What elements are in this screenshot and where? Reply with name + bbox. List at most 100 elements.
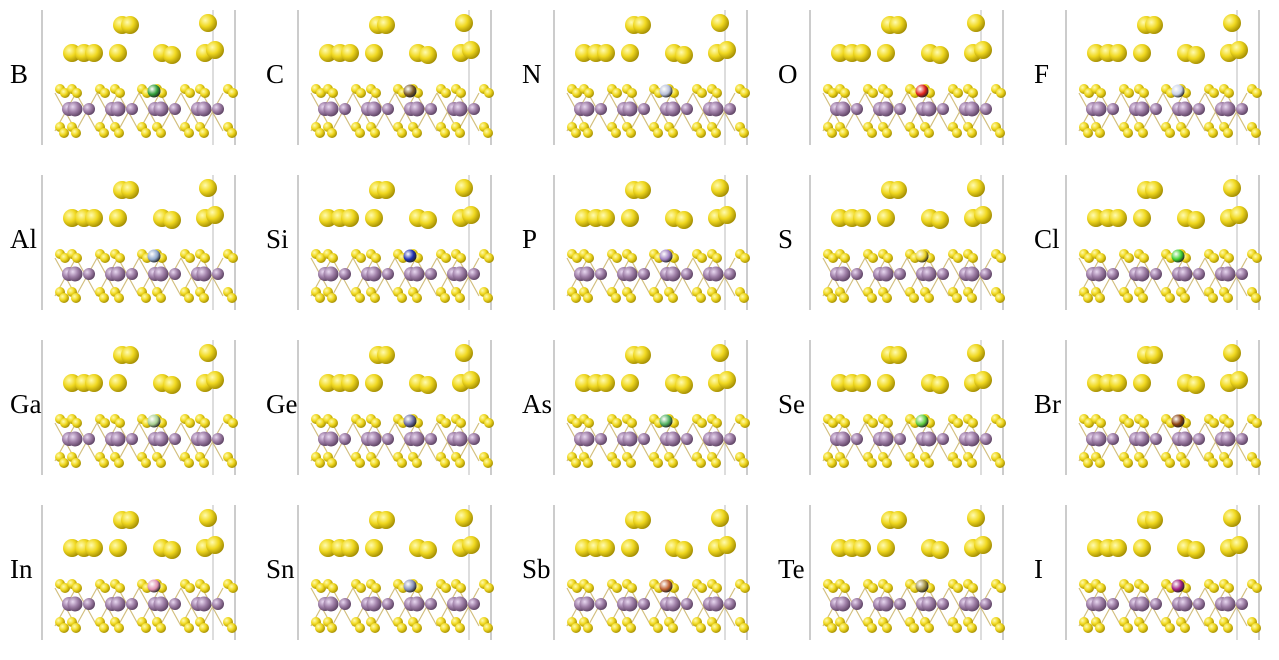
s-atom — [1124, 253, 1134, 263]
sulfur-atom — [1230, 536, 1248, 554]
sulfur-atom — [967, 14, 985, 32]
s-atom — [1251, 293, 1261, 303]
s-atom — [924, 293, 934, 303]
mo-atom — [623, 102, 638, 117]
s-atom — [200, 418, 210, 428]
sulfur-atom — [1145, 511, 1163, 529]
element-label: Ge — [266, 389, 297, 419]
s-atom — [1208, 623, 1218, 633]
mo-atom — [324, 102, 339, 117]
s-atom — [1180, 293, 1190, 303]
sulfur-atom — [621, 44, 639, 62]
mo-atom — [324, 267, 339, 282]
s-atom — [440, 128, 450, 138]
mo-atom — [367, 267, 382, 282]
s-atom — [697, 88, 707, 98]
s-atom — [612, 418, 622, 428]
mo-atom — [836, 267, 851, 282]
s-atom — [1165, 623, 1175, 633]
sulfur-atom — [675, 376, 693, 394]
sulfur-atom — [199, 179, 217, 197]
s-atom — [882, 293, 892, 303]
s-atom — [185, 418, 195, 428]
panel: Sn — [266, 505, 494, 640]
s-atom — [100, 253, 110, 263]
s-atom — [668, 128, 678, 138]
s-atom — [1096, 88, 1106, 98]
sulfur-atom — [341, 539, 359, 557]
sulfur-atom — [341, 44, 359, 62]
s-atom — [315, 128, 325, 138]
sulfur-atom — [206, 206, 224, 224]
s-atom — [328, 253, 338, 263]
mo-atom — [1236, 103, 1248, 115]
s-atom — [115, 253, 125, 263]
mo-atom — [595, 268, 607, 280]
sulfur-atom — [675, 541, 693, 559]
s-atom — [115, 583, 125, 593]
s-atom — [909, 293, 919, 303]
mo-atom — [1107, 268, 1119, 280]
s-atom — [327, 293, 337, 303]
sulfur-atom — [718, 41, 736, 59]
sulfur-atom — [1230, 41, 1248, 59]
mo-atom — [111, 597, 126, 612]
mo-atom — [111, 102, 126, 117]
s-atom — [1138, 458, 1148, 468]
element-label: Si — [266, 224, 289, 254]
s-atom — [739, 293, 749, 303]
sulfur-atom — [462, 206, 480, 224]
sulfur-atom — [675, 46, 693, 64]
s-atom — [1123, 458, 1133, 468]
s-atom — [1083, 458, 1093, 468]
mo-atom — [1092, 597, 1107, 612]
sulfur-atom — [199, 509, 217, 527]
s-atom — [696, 128, 706, 138]
mo-atom — [836, 432, 851, 447]
sulfur-atom — [889, 16, 907, 34]
s-atom — [1139, 418, 1149, 428]
s-atom — [909, 128, 919, 138]
mo-atom — [851, 103, 863, 115]
sulfur-atom — [967, 179, 985, 197]
s-atom — [839, 293, 849, 303]
mo-atom — [922, 597, 937, 612]
sulfur-atom — [931, 541, 949, 559]
s-atom — [739, 623, 749, 633]
mo-atom — [980, 598, 992, 610]
s-atom — [227, 458, 237, 468]
sulfur-atom — [365, 539, 383, 557]
dopant-atom — [660, 250, 673, 263]
mo-atom — [126, 268, 138, 280]
dopant-atom — [916, 85, 929, 98]
mo-atom — [894, 268, 906, 280]
s-atom — [827, 623, 837, 633]
dopant-atom — [404, 85, 417, 98]
s-atom — [909, 623, 919, 633]
mo-atom — [724, 103, 736, 115]
element-label: Ga — [10, 389, 41, 419]
s-atom — [882, 128, 892, 138]
mo-atom — [580, 102, 595, 117]
s-atom — [967, 128, 977, 138]
mo-atom — [638, 598, 650, 610]
s-atom — [115, 88, 125, 98]
sulfur-atom — [1109, 209, 1127, 227]
s-atom — [740, 418, 750, 428]
s-atom — [1223, 293, 1233, 303]
sulfur-atom — [597, 44, 615, 62]
sulfur-atom — [853, 539, 871, 557]
s-atom — [584, 583, 594, 593]
s-atom — [627, 88, 637, 98]
mo-atom — [1092, 102, 1107, 117]
s-atom — [483, 293, 493, 303]
mo-atom — [1236, 433, 1248, 445]
mo-atom — [1107, 598, 1119, 610]
s-atom — [370, 128, 380, 138]
sulfur-atom — [853, 374, 871, 392]
s-atom — [571, 458, 581, 468]
mo-atom — [595, 433, 607, 445]
mo-atom — [154, 432, 169, 447]
s-atom — [440, 458, 450, 468]
s-atom — [1138, 623, 1148, 633]
